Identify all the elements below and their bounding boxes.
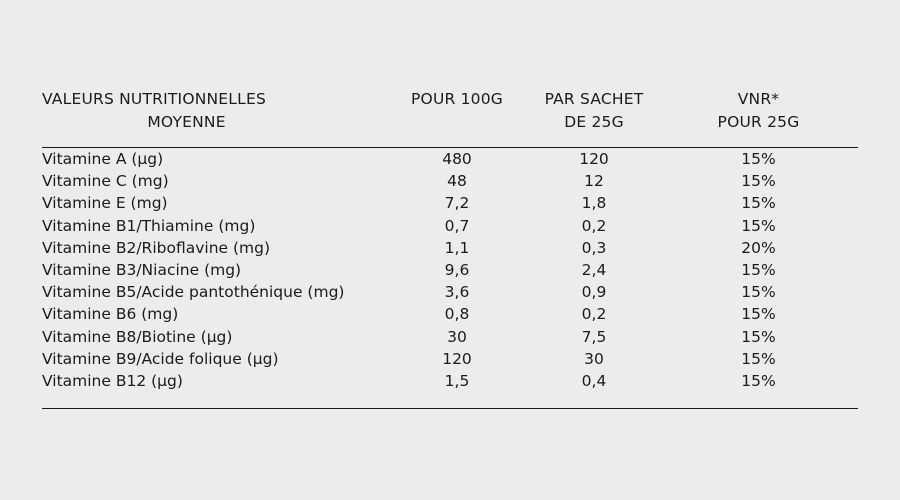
row-value-per-100g: 0,8	[444, 305, 470, 324]
row-value-per-100g: 7,2	[444, 194, 470, 213]
nutrition-table-container: VALEURS NUTRITIONNELLES MOYENNE POUR 100…	[42, 88, 858, 410]
row-nutrient-label: Vitamine E (mg)	[42, 194, 168, 213]
row-value-per-sachet: 12	[584, 172, 604, 191]
row-value-vnr: 15%	[741, 327, 776, 346]
table-row: Vitamine B5/Acide pantothénique (mg) 3,6 0…	[42, 281, 858, 303]
row-value-per-100g: 9,6	[444, 261, 470, 280]
row-value-per-sachet: 7,5	[581, 327, 607, 346]
column-header-per-100g: POUR 100G	[387, 88, 527, 134]
row-value-per-sachet: 1,8	[581, 194, 607, 213]
table-row: Vitamine A (µg) 480 120 15%	[42, 148, 858, 170]
column-header-vnr: VNR* POUR 25G	[667, 88, 858, 134]
row-value-per-sachet: 0,3	[581, 238, 607, 257]
header-divider-rule	[42, 147, 858, 148]
column-header-per-100g-line1: POUR 100G	[411, 90, 503, 108]
row-value-vnr: 15%	[741, 216, 776, 235]
row-value-vnr: 15%	[741, 283, 776, 302]
footer-divider-cell	[42, 392, 858, 410]
row-value-per-sachet: 0,2	[581, 216, 607, 235]
row-value-per-100g: 30	[447, 327, 467, 346]
column-header-per-sachet-line1: PAR SACHET	[544, 90, 644, 108]
row-nutrient-label: Vitamine B5/Acide pantothénique (mg)	[42, 283, 345, 302]
row-value-per-sachet: 0,4	[581, 372, 607, 391]
row-nutrient-label: Vitamine B12 (µg)	[42, 372, 183, 391]
row-value-vnr: 20%	[741, 238, 776, 257]
table-body: Vitamine A (µg) 480 120 15% Vitamine C (mg) 4…	[42, 148, 858, 392]
table-row: Vitamine E (mg) 7,2 1,8 15%	[42, 192, 858, 214]
row-value-per-100g: 3,6	[444, 283, 470, 302]
row-nutrient-label: Vitamine B2/Riboflavine (mg)	[42, 238, 271, 257]
row-value-per-100g: 120	[442, 349, 472, 368]
row-nutrient-label: Vitamine B6 (mg)	[42, 305, 179, 324]
row-nutrient-label: Vitamine B9/Acide folique (µg)	[42, 349, 279, 368]
row-nutrient-label: Vitamine A (µg)	[42, 150, 164, 168]
header-divider-cell	[42, 134, 858, 148]
row-nutrient-label: Vitamine B8/Biotine (µg)	[42, 327, 233, 346]
row-value-vnr: 15%	[741, 349, 776, 368]
table-row: Vitamine B1/Thiamine (mg) 0,7 0,2 15%	[42, 215, 858, 237]
row-value-per-sachet: 2,4	[581, 261, 607, 280]
column-header-nutrient-line1: VALEURS NUTRITIONNELLES	[42, 90, 266, 108]
row-value-vnr: 15%	[741, 194, 776, 213]
table-row: Vitamine B2/Riboflavine (mg) 1,1 0,3 20%	[42, 237, 858, 259]
row-value-per-100g: 0,7	[444, 216, 470, 235]
row-value-per-sachet: 0,2	[581, 305, 607, 324]
column-header-nutrient-line2: MOYENNE	[147, 113, 226, 131]
row-value-vnr: 15%	[741, 150, 776, 168]
row-value-vnr: 15%	[741, 372, 776, 391]
row-value-per-100g: 48	[447, 172, 467, 191]
column-header-per-sachet: PAR SACHET DE 25G	[527, 88, 667, 134]
footer-divider-rule	[42, 408, 858, 410]
table-row: Vitamine B6 (mg) 0,8 0,2 15%	[42, 303, 858, 325]
row-value-vnr: 15%	[741, 261, 776, 280]
row-nutrient-label: Vitamine C (mg)	[42, 172, 169, 191]
table-row: Vitamine B8/Biotine (µg) 30 7,5 15%	[42, 326, 858, 348]
table-row: Vitamine B9/Acide folique (µg) 120 30 15%	[42, 348, 858, 370]
row-nutrient-label: Vitamine B1/Thiamine (mg)	[42, 216, 256, 235]
table-header: VALEURS NUTRITIONNELLES MOYENNE POUR 100…	[42, 88, 858, 148]
nutrition-facts-table: VALEURS NUTRITIONNELLES MOYENNE POUR 100…	[42, 88, 858, 410]
row-value-per-100g: 1,1	[444, 238, 470, 257]
row-value-per-100g: 480	[442, 150, 472, 168]
table-row: Vitamine C (mg) 48 12 15%	[42, 170, 858, 192]
row-value-per-sachet: 120	[579, 150, 609, 168]
table-header-row: VALEURS NUTRITIONNELLES MOYENNE POUR 100…	[42, 88, 858, 134]
row-nutrient-label: Vitamine B3/Niacine (mg)	[42, 261, 242, 280]
row-value-per-100g: 1,5	[444, 372, 470, 391]
column-header-vnr-line2: POUR 25G	[717, 113, 800, 131]
column-header-vnr-line1: VNR*	[737, 90, 780, 108]
row-value-vnr: 15%	[741, 305, 776, 324]
row-value-per-sachet: 0,9	[581, 283, 607, 302]
column-header-per-sachet-line2: DE 25G	[564, 113, 624, 131]
table-footer	[42, 392, 858, 410]
row-value-per-sachet: 30	[584, 349, 604, 368]
table-row: Vitamine B12 (µg) 1,5 0,4 15%	[42, 370, 858, 392]
footer-divider-row	[42, 392, 858, 410]
header-divider-row	[42, 134, 858, 148]
column-header-nutrient: VALEURS NUTRITIONNELLES MOYENNE	[42, 88, 387, 134]
row-value-vnr: 15%	[741, 172, 776, 191]
table-row: Vitamine B3/Niacine (mg) 9,6 2,4 15%	[42, 259, 858, 281]
